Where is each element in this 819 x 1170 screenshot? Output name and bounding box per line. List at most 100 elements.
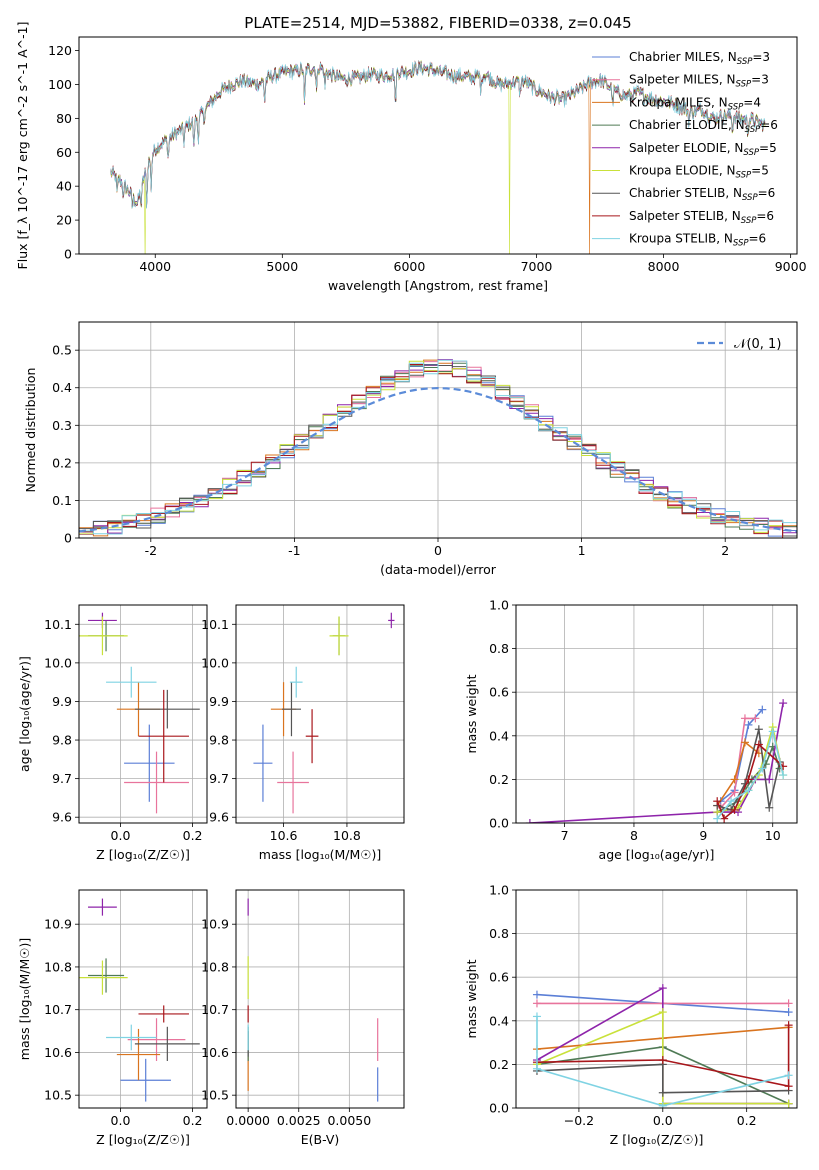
plot-area-weight-age bbox=[525, 699, 788, 823]
y-tick-label: 0.4 bbox=[489, 1013, 509, 1028]
y-axis-label: mass weight bbox=[464, 674, 479, 753]
plot-area-spectrum bbox=[110, 59, 766, 254]
x-tick-label: 0 bbox=[434, 543, 442, 558]
y-axis-label: mass weight bbox=[464, 959, 479, 1038]
x-tick-label: 2 bbox=[721, 543, 729, 558]
axes-mass-ebv: 0.0000 0.0025 0.0050 10.5 10.6 10.7 10.8 10.9 E(… bbox=[201, 889, 405, 1147]
axes-frame bbox=[235, 889, 405, 1109]
y-tick-label: 10.5 bbox=[201, 1088, 229, 1103]
legend-label-kroupa-stelib: Kroupa STELIB, NSSP=6 bbox=[629, 232, 766, 249]
x-tick-label: −0.2 bbox=[564, 1113, 594, 1128]
x-tick-label: 5000 bbox=[266, 259, 298, 274]
weight-marker-salpeter-stelib bbox=[720, 814, 729, 823]
y-tick-label: 10.1 bbox=[201, 617, 229, 632]
y-tick-label: 9.9 bbox=[52, 694, 72, 709]
legend-label-kroupa-miles: Kroupa MILES, NSSP=4 bbox=[629, 95, 761, 112]
weight-marker-salpeter-elodie bbox=[658, 984, 667, 993]
weight-marker-chabrier-miles bbox=[758, 705, 767, 714]
legend-label-salpeter-elodie: Salpeter ELODIE, NSSP=5 bbox=[629, 141, 777, 158]
x-tick-label: 6000 bbox=[394, 259, 426, 274]
errorbar-chabrier-elodie bbox=[88, 958, 125, 993]
weight-marker-kroupa-stelib bbox=[744, 786, 753, 795]
weight-line-salpeter-miles bbox=[720, 717, 756, 809]
errorbar-salpeter-stelib bbox=[138, 689, 189, 783]
y-tick-label: 0 bbox=[64, 531, 72, 546]
y-tick-label: 60 bbox=[56, 145, 72, 160]
y-tick-label: 40 bbox=[56, 179, 72, 194]
y-axis-label: age [log₁₀(age/yr)] bbox=[17, 656, 32, 772]
y-tick-label: 9.6 bbox=[52, 810, 72, 825]
legend: Chabrier MILES, NSSP=3 Salpeter MILES, NS… bbox=[592, 50, 778, 249]
weight-marker-kroupa-elodie bbox=[658, 1008, 667, 1017]
x-tick-label: 0.0025 bbox=[277, 1113, 321, 1128]
x-tick-label: 0.0 bbox=[111, 828, 131, 843]
y-tick-label: 1.0 bbox=[489, 883, 509, 898]
errorbar-salpeter-miles bbox=[127, 1018, 186, 1061]
y-tick-label: 9.7 bbox=[209, 771, 229, 786]
y-axis-label: Normed distribution bbox=[23, 368, 38, 493]
y-tick-label: 120 bbox=[48, 43, 72, 58]
axes-residuals: -2 -1 0 1 2 0 0.1 0.2 0.3 0.4 0.5 (data-model)/erro… bbox=[23, 321, 798, 577]
y-tick-label: 0.0 bbox=[489, 1101, 509, 1116]
weight-marker-kroupa-miles bbox=[730, 775, 739, 784]
y-tick-label: 20 bbox=[56, 213, 72, 228]
y-tick-label: 9.9 bbox=[209, 694, 229, 709]
x-tick-label: 10.6 bbox=[270, 828, 298, 843]
errorbar-salpeter-miles bbox=[277, 751, 309, 814]
axes-frame bbox=[78, 604, 208, 824]
x-axis-label: wavelength [Angstrom, rest frame] bbox=[328, 278, 548, 293]
x-tick-label: 8000 bbox=[648, 259, 680, 274]
y-tick-label: 10.8 bbox=[201, 959, 229, 974]
x-axis-label: age [log₁₀(age/yr)] bbox=[599, 847, 715, 862]
weight-marker-salpeter-stelib bbox=[658, 1056, 667, 1065]
weight-marker-kroupa-elodie bbox=[784, 1099, 793, 1108]
y-tick-label: 10.6 bbox=[201, 1045, 229, 1060]
y-tick-label: 100 bbox=[48, 77, 72, 92]
legend-label-chabrier-elodie: Chabrier ELODIE, NSSP=6 bbox=[629, 118, 778, 135]
axes-frame bbox=[78, 36, 798, 255]
histogram-kroupa-stelib bbox=[79, 359, 797, 538]
weight-marker-salpeter-elodie bbox=[525, 819, 534, 823]
weight-marker-kroupa-stelib bbox=[779, 771, 788, 780]
y-tick-label: 10.0 bbox=[201, 655, 229, 670]
weight-marker-salpeter-stelib bbox=[754, 740, 763, 749]
y-tick-label: 10.7 bbox=[201, 1002, 229, 1017]
errorbar-kroupa-elodie bbox=[79, 616, 128, 656]
errorbar-kroupa-miles bbox=[116, 1028, 161, 1081]
y-tick-label: 9.8 bbox=[209, 733, 229, 748]
weight-marker-chabrier-miles bbox=[532, 990, 541, 999]
weight-marker-salpeter-elodie bbox=[779, 699, 788, 708]
errorbar-kroupa-stelib bbox=[106, 1024, 157, 1051]
errorbar-salpeter-elodie bbox=[388, 612, 395, 629]
x-axis-label: Z [log₁₀(Z/Z☉)] bbox=[96, 1132, 190, 1147]
x-axis-label: (data-model)/error bbox=[380, 562, 497, 577]
x-tick-label: 0.0 bbox=[111, 1113, 131, 1128]
weight-marker-kroupa-stelib bbox=[727, 797, 736, 806]
weight-line-salpeter-elodie bbox=[529, 702, 784, 823]
y-tick-label: 10.7 bbox=[44, 1002, 72, 1017]
y-tick-label: 80 bbox=[56, 111, 72, 126]
errorbar-chabrier-miles bbox=[124, 724, 175, 802]
weight-line-chabrier-stelib bbox=[536, 1063, 789, 1094]
weight-line-kroupa-stelib bbox=[536, 1016, 789, 1107]
y-tick-label: 10.6 bbox=[44, 1045, 72, 1060]
weight-line-salpeter-stelib bbox=[536, 1025, 790, 1088]
x-tick-label: -1 bbox=[288, 543, 300, 558]
y-tick-label: 0.2 bbox=[489, 1057, 509, 1072]
weight-marker-chabrier-stelib bbox=[754, 725, 763, 734]
y-tick-label: 9.6 bbox=[209, 810, 229, 825]
weight-marker-kroupa-stelib bbox=[758, 764, 767, 773]
y-tick-label: 0.6 bbox=[489, 685, 509, 700]
x-tick-label: 0.2 bbox=[183, 828, 203, 843]
errorbar-kroupa-stelib bbox=[106, 666, 157, 698]
y-tick-label: 10.8 bbox=[44, 959, 72, 974]
x-tick-label: 7000 bbox=[521, 259, 553, 274]
x-tick-label: 10.8 bbox=[333, 828, 361, 843]
y-tick-label: 0.6 bbox=[489, 970, 509, 985]
weight-marker-salpeter-miles bbox=[740, 714, 749, 723]
weight-marker-chabrier-stelib bbox=[765, 803, 774, 812]
y-tick-label: 0.3 bbox=[52, 418, 72, 433]
errorbar-salpeter-miles bbox=[124, 751, 189, 814]
y-tick-label: 9.8 bbox=[52, 733, 72, 748]
